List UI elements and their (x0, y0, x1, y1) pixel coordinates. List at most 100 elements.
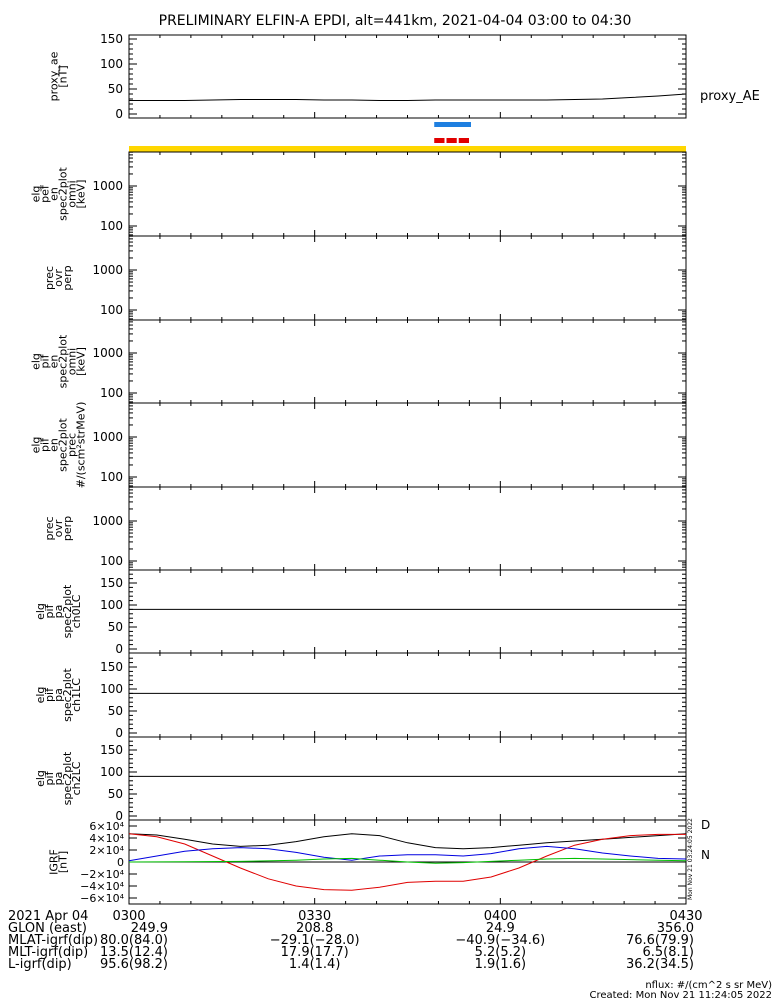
y-tick-label: 50 (108, 82, 123, 96)
x-tick-label: 0300 (112, 909, 145, 924)
footer-row-label: L-igrf(dip) (8, 957, 72, 972)
y-tick-label: 150 (100, 576, 123, 590)
y-axis-label: en (48, 187, 61, 201)
x-tick-label: 0330 (298, 909, 331, 924)
y-tick-label: 50 (108, 787, 123, 801)
panel-frame (128, 235, 687, 321)
footer: 2021 Apr 04 0300 0330 0400 0430 GLON (east) 24… (8, 909, 772, 1000)
y-axis-label: pif (43, 603, 56, 618)
footer-value: 13.5(12.4) (100, 945, 168, 960)
y-tick-label: 1000 (92, 514, 123, 528)
plot-title: PRELIMINARY ELFIN-A EPDI, alt=441km, 202… (159, 13, 632, 29)
y-tick-label: −4×10⁴ (80, 880, 124, 893)
side-label-d: D (701, 818, 710, 832)
footer-value: 17.9(17.7) (281, 945, 349, 960)
y-tick-label: 100 (100, 303, 123, 317)
panel-frame (128, 402, 687, 488)
y-tick-label: 0 (117, 856, 124, 869)
footer-row-label: MLAT-igrf(dip) (8, 933, 98, 948)
footer-value: 249.9 (131, 921, 168, 936)
y-tick-label: 2×10⁴ (89, 844, 124, 857)
footer-value: −29.1(−28.0) (270, 933, 360, 948)
footer-value: 36.2(34.5) (626, 957, 694, 972)
legend-proxy-ae: proxy_AE (700, 89, 760, 104)
red-orbit-dash (434, 138, 445, 143)
y-tick-label: 0 (115, 809, 123, 823)
y-axis-label: prec (66, 433, 79, 457)
y-axis-label: spec2plot (61, 751, 74, 805)
y-axis-label: IGRF (48, 849, 61, 875)
y-tick-label: 1000 (92, 346, 123, 360)
panel-frame (128, 652, 687, 738)
y-tick-label: 100 (100, 598, 123, 612)
igrf-x-line (128, 833, 686, 891)
footer-value: 5.2(5.2) (475, 945, 527, 960)
y-tick-label: 1000 (92, 263, 123, 277)
footer-value: 95.6(98.2) (100, 957, 168, 972)
y-tick-label: 100 (100, 219, 123, 233)
created-timestamp: Created: Mon Nov 21 11:24:05 2022 (589, 990, 772, 1000)
panel-frame (128, 319, 687, 404)
y-tick-label: 100 (100, 57, 123, 71)
y-axis-label: pa (52, 772, 65, 786)
y-axis-label: ch0LC (70, 594, 83, 628)
y-axis-label: elg (34, 603, 47, 620)
y-tick-label: 100 (100, 470, 123, 484)
igrf-z-line (128, 845, 687, 862)
y-tick-label: 50 (108, 620, 123, 634)
y-axis-label: elg (34, 770, 47, 787)
y-axis-label: pif (43, 770, 56, 785)
y-tick-label: 150 (100, 743, 123, 757)
footer-value: −40.9(−34.6) (455, 933, 545, 948)
footer-date: 2021 Apr 04 (8, 909, 88, 924)
y-tick-label: 6×10⁴ (89, 820, 124, 833)
y-axis-label: omni (66, 348, 79, 375)
y-tick-label: 150 (100, 32, 123, 46)
panels: proxy_ae[nT]050100150proxy_AEelgpefenspe… (30, 32, 760, 905)
panel-frame (128, 151, 687, 237)
y-axis-label: elg (30, 353, 43, 370)
y-axis-label: ovr (52, 269, 65, 287)
y-tick-label: 0 (115, 726, 123, 740)
igrf-y-line (128, 857, 687, 864)
panel-igrf: IGRF[nT] −6×10⁴−4×10⁴−2×10⁴02×10⁴4×10⁴6×1… (48, 818, 711, 905)
footer-value: 356.0 (657, 921, 694, 936)
panel-proxy_ae: proxy_ae[nT] 0 50 100 150 proxy_AE (48, 32, 760, 121)
footer-row-label: MLT-igrf(dip) (8, 945, 88, 960)
y-axis-label: ovr (52, 519, 65, 537)
y-axis-label: en (48, 438, 61, 452)
footer-value: 80.0(84.0) (100, 933, 168, 948)
y-tick-label: 4×10⁴ (89, 832, 124, 845)
side-label-n: N (701, 848, 710, 862)
y-axis-label: elg (30, 437, 43, 454)
footer-value: 1.4(1.4) (289, 957, 341, 972)
panel-frame (128, 569, 687, 654)
y-axis-label: spec2plot (57, 418, 70, 472)
y-tick-label: 150 (100, 660, 123, 674)
y-tick-label: 100 (100, 765, 123, 779)
y-axis-label: [keV] (75, 180, 88, 209)
y-axis-label: pef (39, 184, 52, 203)
y-tick-label: 100 (100, 554, 123, 568)
orbit-bars (129, 122, 686, 152)
y-axis-label: spec2plot (57, 334, 70, 388)
footer-value: 76.6(79.9) (626, 933, 694, 948)
y-axis-label: elg (34, 687, 47, 704)
y-axis-label: ch2LC (70, 761, 83, 795)
red-orbit-dash (446, 138, 457, 143)
y-axis-label: elg (30, 186, 43, 203)
y-tick-label: −2×10⁴ (80, 868, 124, 881)
y-axis-label: spec2plot (61, 668, 74, 722)
y-axis-label: pif (39, 437, 52, 452)
y-axis-label: pa (52, 688, 65, 702)
panel-frame (128, 34, 687, 119)
y-tick-label: 0 (115, 107, 123, 121)
y-tick-label: 1000 (92, 179, 123, 193)
